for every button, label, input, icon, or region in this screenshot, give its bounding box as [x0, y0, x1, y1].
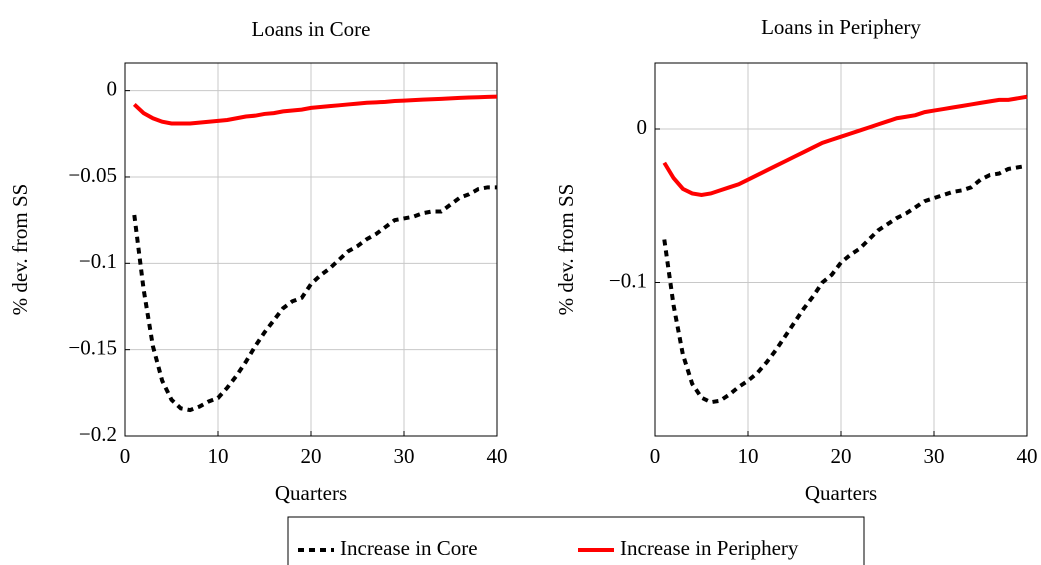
x-tick-label: 20 — [301, 444, 322, 468]
legend-label: Increase in Periphery — [620, 536, 799, 560]
y-tick-label: −0.05 — [68, 163, 117, 187]
x-tick-label: 40 — [1017, 444, 1038, 468]
x-tick-label: 30 — [924, 444, 945, 468]
y-tick-label: −0.1 — [79, 249, 117, 273]
x-tick-label: 20 — [831, 444, 852, 468]
series-line — [662, 163, 1028, 405]
x-tick-label: 0 — [120, 444, 131, 468]
plot-frame — [654, 62, 1028, 437]
x-axis-label: Quarters — [805, 481, 877, 505]
x-tick-label: 30 — [394, 444, 415, 468]
x-tick-label: 40 — [487, 444, 508, 468]
y-axis-label: % dev. from SS — [554, 184, 578, 316]
series-line — [132, 94, 498, 126]
series-line — [132, 185, 497, 413]
x-tick-label: 0 — [650, 444, 661, 468]
legend-box — [287, 516, 865, 565]
legend-label: Increase in Core — [340, 536, 478, 560]
plot-frame — [124, 62, 498, 437]
y-tick-label: 0 — [107, 76, 118, 100]
x-tick-label: 10 — [208, 444, 229, 468]
y-tick-label: 0 — [637, 115, 648, 139]
x-axis-label: Quarters — [275, 481, 347, 505]
y-axis-label: % dev. from SS — [8, 184, 32, 316]
y-tick-label: −0.15 — [68, 335, 117, 359]
chart-title: Loans in Periphery — [761, 15, 921, 39]
y-tick-label: −0.2 — [79, 422, 117, 446]
chart-title: Loans in Core — [252, 17, 371, 41]
x-tick-label: 10 — [738, 444, 759, 468]
y-tick-label: −0.1 — [609, 268, 647, 292]
series-line — [662, 94, 1028, 198]
